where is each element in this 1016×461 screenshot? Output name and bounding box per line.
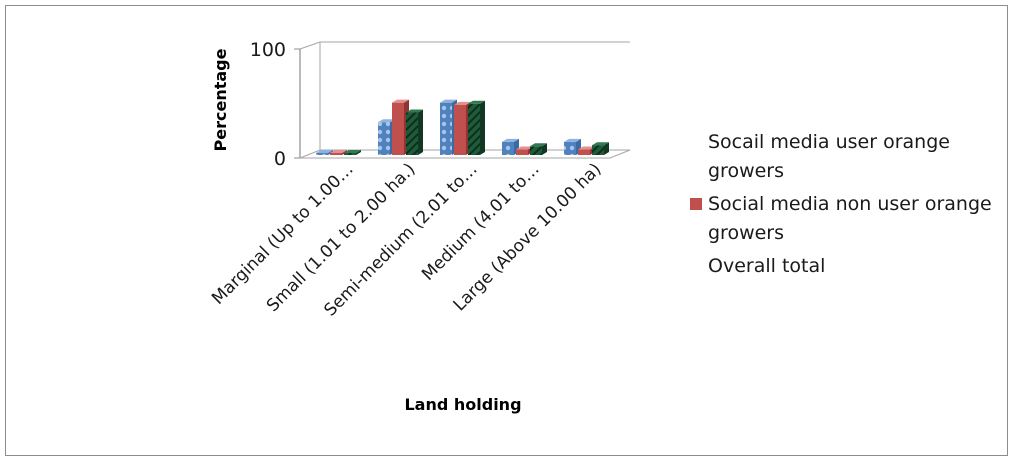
- x-axis-title: Land holding: [404, 395, 521, 414]
- legend-swatch-overall: [690, 260, 702, 272]
- legend-swatch-non-user: [690, 198, 702, 210]
- legend-swatch-user: [690, 136, 702, 148]
- legend-label-user: Socail media user orange growers: [708, 131, 950, 182]
- bar-1-0: [330, 150, 347, 155]
- chart-frame: [5, 5, 1008, 456]
- bar-0-3: [502, 138, 519, 155]
- bar-2-3: [530, 143, 547, 155]
- x-tick-labels: Marginal (Up to 1.00…Small (1.01 to 2.00…: [208, 159, 605, 320]
- side-wall-top: [299, 41, 321, 50]
- y-tick-label-100: 100: [250, 39, 286, 61]
- legend-item-overall: Overall total: [688, 252, 1008, 281]
- bars-group: [316, 99, 609, 155]
- legend-item-non-user: Social media non user orange growers: [688, 190, 1008, 248]
- bar-2-1: [406, 109, 423, 155]
- legend-label-non-user: Social media non user orange growers: [708, 193, 992, 244]
- legend-item-user: Socail media user orange growers: [688, 128, 1008, 186]
- y-axis-title: Percentage: [211, 48, 230, 151]
- legend: Socail media user orange growers Social …: [688, 128, 1008, 285]
- bar-2-2: [468, 100, 485, 155]
- bar-2-0: [344, 150, 361, 155]
- y-tick-label-0: 0: [274, 148, 286, 170]
- bar-0-0: [316, 150, 333, 155]
- legend-label-overall: Overall total: [708, 255, 826, 277]
- bar-2-4: [592, 142, 609, 155]
- x-tick-label: Medium (4.01 to…: [418, 159, 543, 284]
